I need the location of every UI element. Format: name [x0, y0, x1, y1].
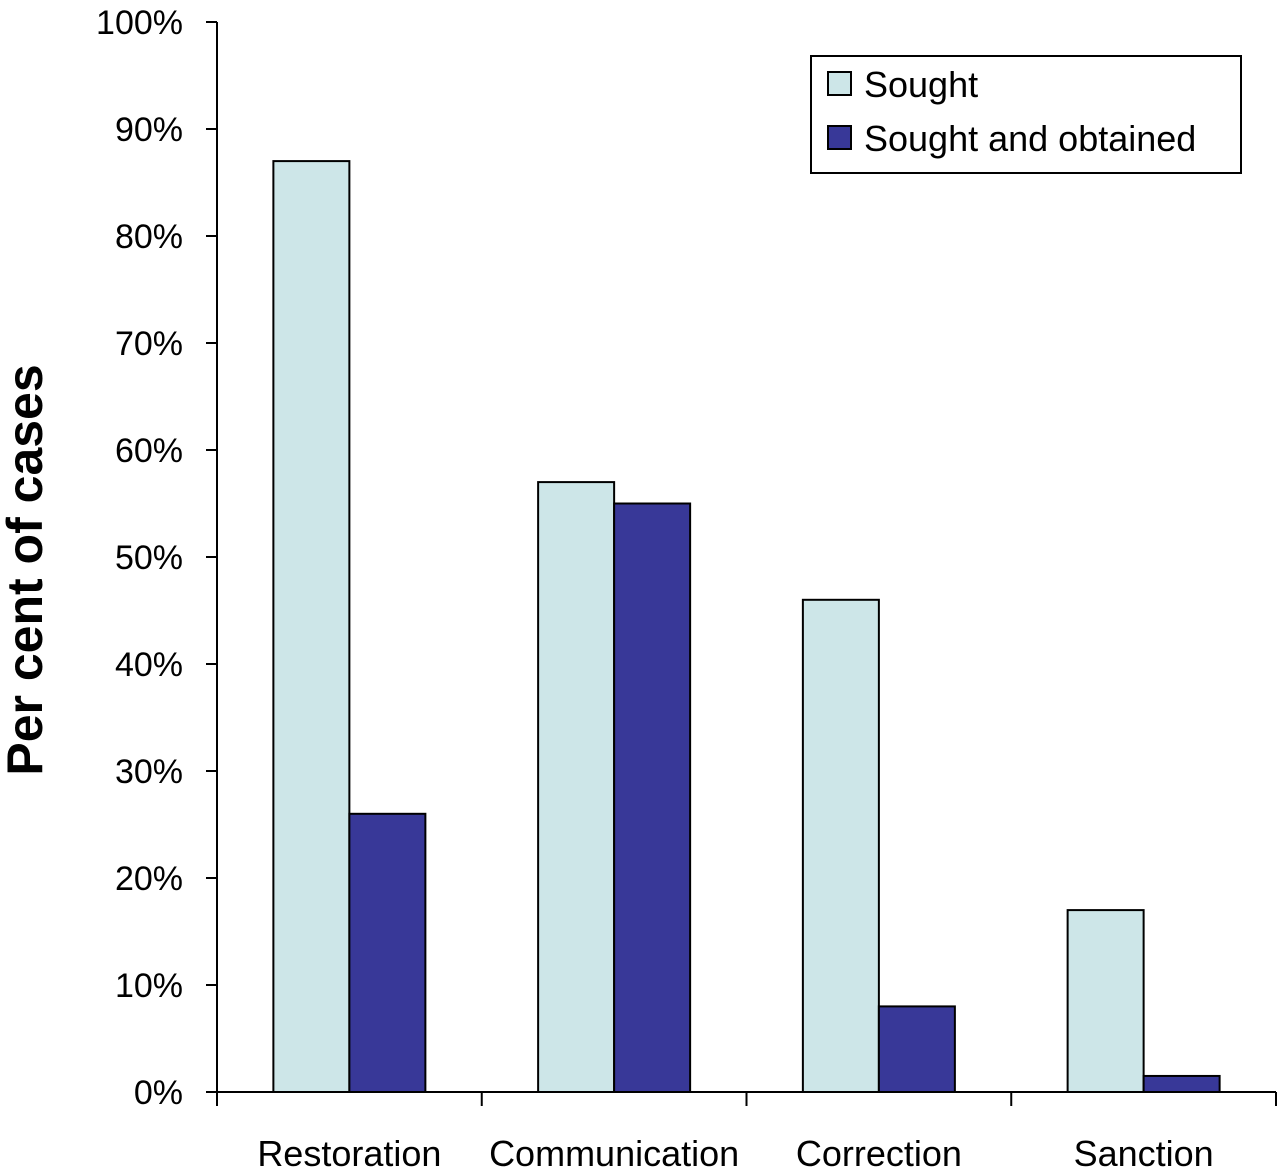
- bar-sought-restoration: [272, 160, 351, 1094]
- bar-sought-and-obtained-communication: [613, 502, 692, 1093]
- y-tick-label: 30%: [115, 753, 183, 791]
- y-axis-title: Per cent of cases: [0, 364, 53, 775]
- y-tick-label: 60%: [115, 432, 183, 470]
- x-category-label: Restoration: [257, 1133, 441, 1170]
- y-tick-label: 100%: [96, 4, 183, 42]
- x-category-label: Communication: [489, 1133, 739, 1170]
- y-tick-label: 10%: [115, 967, 183, 1005]
- legend: Sought Sought and obtained: [810, 55, 1242, 174]
- y-tick-label: 70%: [115, 325, 183, 363]
- y-axis: 0% 10% 20% 30% 40% 50% 60% 70% 80% 90% 100%: [96, 4, 218, 1112]
- bar-sought-correction: [801, 598, 880, 1093]
- x-category-label: Sanction: [1074, 1133, 1214, 1170]
- bar-sought-and-obtained-restoration: [348, 812, 427, 1093]
- legend-label-sought-and-obtained: Sought and obtained: [864, 118, 1196, 159]
- bar-sought-and-obtained-sanction: [1142, 1074, 1221, 1093]
- legend-label-sought: Sought: [864, 64, 978, 105]
- y-tick-label: 0%: [134, 1074, 183, 1112]
- y-tick-label: 20%: [115, 860, 183, 898]
- bar-sought-sanction: [1066, 909, 1145, 1093]
- bar-sought-and-obtained-correction: [877, 1005, 956, 1094]
- y-tick-label: 40%: [115, 646, 183, 684]
- y-tick-label: 50%: [115, 539, 183, 577]
- x-category-label: Correction: [796, 1133, 962, 1170]
- legend-swatch-sought-and-obtained: [827, 125, 852, 150]
- bars: [272, 160, 1221, 1094]
- legend-box: [810, 55, 1242, 174]
- bar-sought-communication: [537, 481, 616, 1094]
- legend-swatch-sought: [827, 71, 852, 96]
- x-axis: Restoration Communication Correction Sancti…: [216, 1091, 1277, 1170]
- y-tick-label: 90%: [115, 111, 183, 149]
- y-tick-label: 80%: [115, 218, 183, 256]
